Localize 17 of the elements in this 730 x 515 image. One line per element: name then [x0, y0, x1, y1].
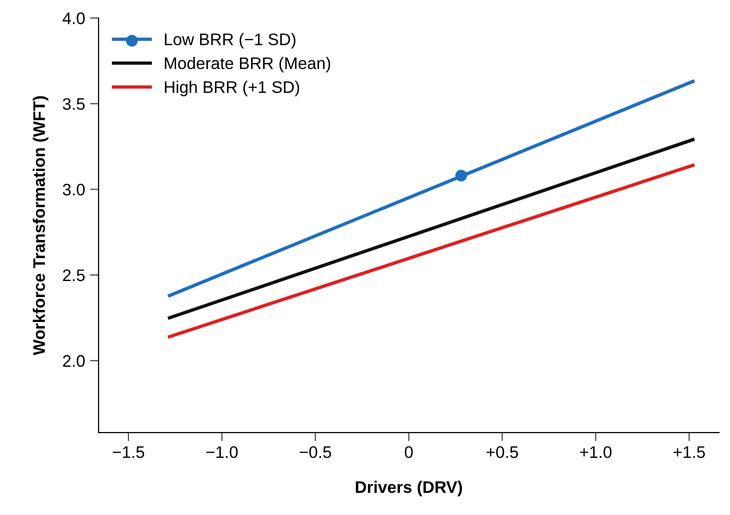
x-tick-label: +1.5 — [674, 446, 705, 458]
legend-label: Moderate BRR (Mean) — [164, 56, 330, 72]
x-tick-label: −0.5 — [300, 446, 332, 458]
x-tick-label: +1.0 — [580, 446, 612, 458]
y-tick-label: 4.0 — [62, 12, 85, 24]
x-tick-label: −1.5 — [112, 446, 144, 458]
x-axis-title: Drivers (DRV) — [356, 480, 462, 496]
y-tick-label: 2.5 — [63, 269, 85, 282]
x-tick-label: −1.0 — [206, 446, 238, 458]
y-tick-label: 3.0 — [62, 184, 85, 196]
x-tick-label: 0 — [404, 446, 413, 458]
y-tick-label: 2.0 — [63, 355, 85, 367]
x-tick-label: +0.5 — [486, 446, 518, 458]
y-axis-title: Workforce Transformation (WFT) — [32, 96, 48, 356]
y-tick-label: 3.5 — [62, 98, 85, 110]
legend-label: High BRR (+1 SD) — [164, 80, 300, 96]
legend-label: Low BRR (−1 SD) — [164, 33, 296, 49]
